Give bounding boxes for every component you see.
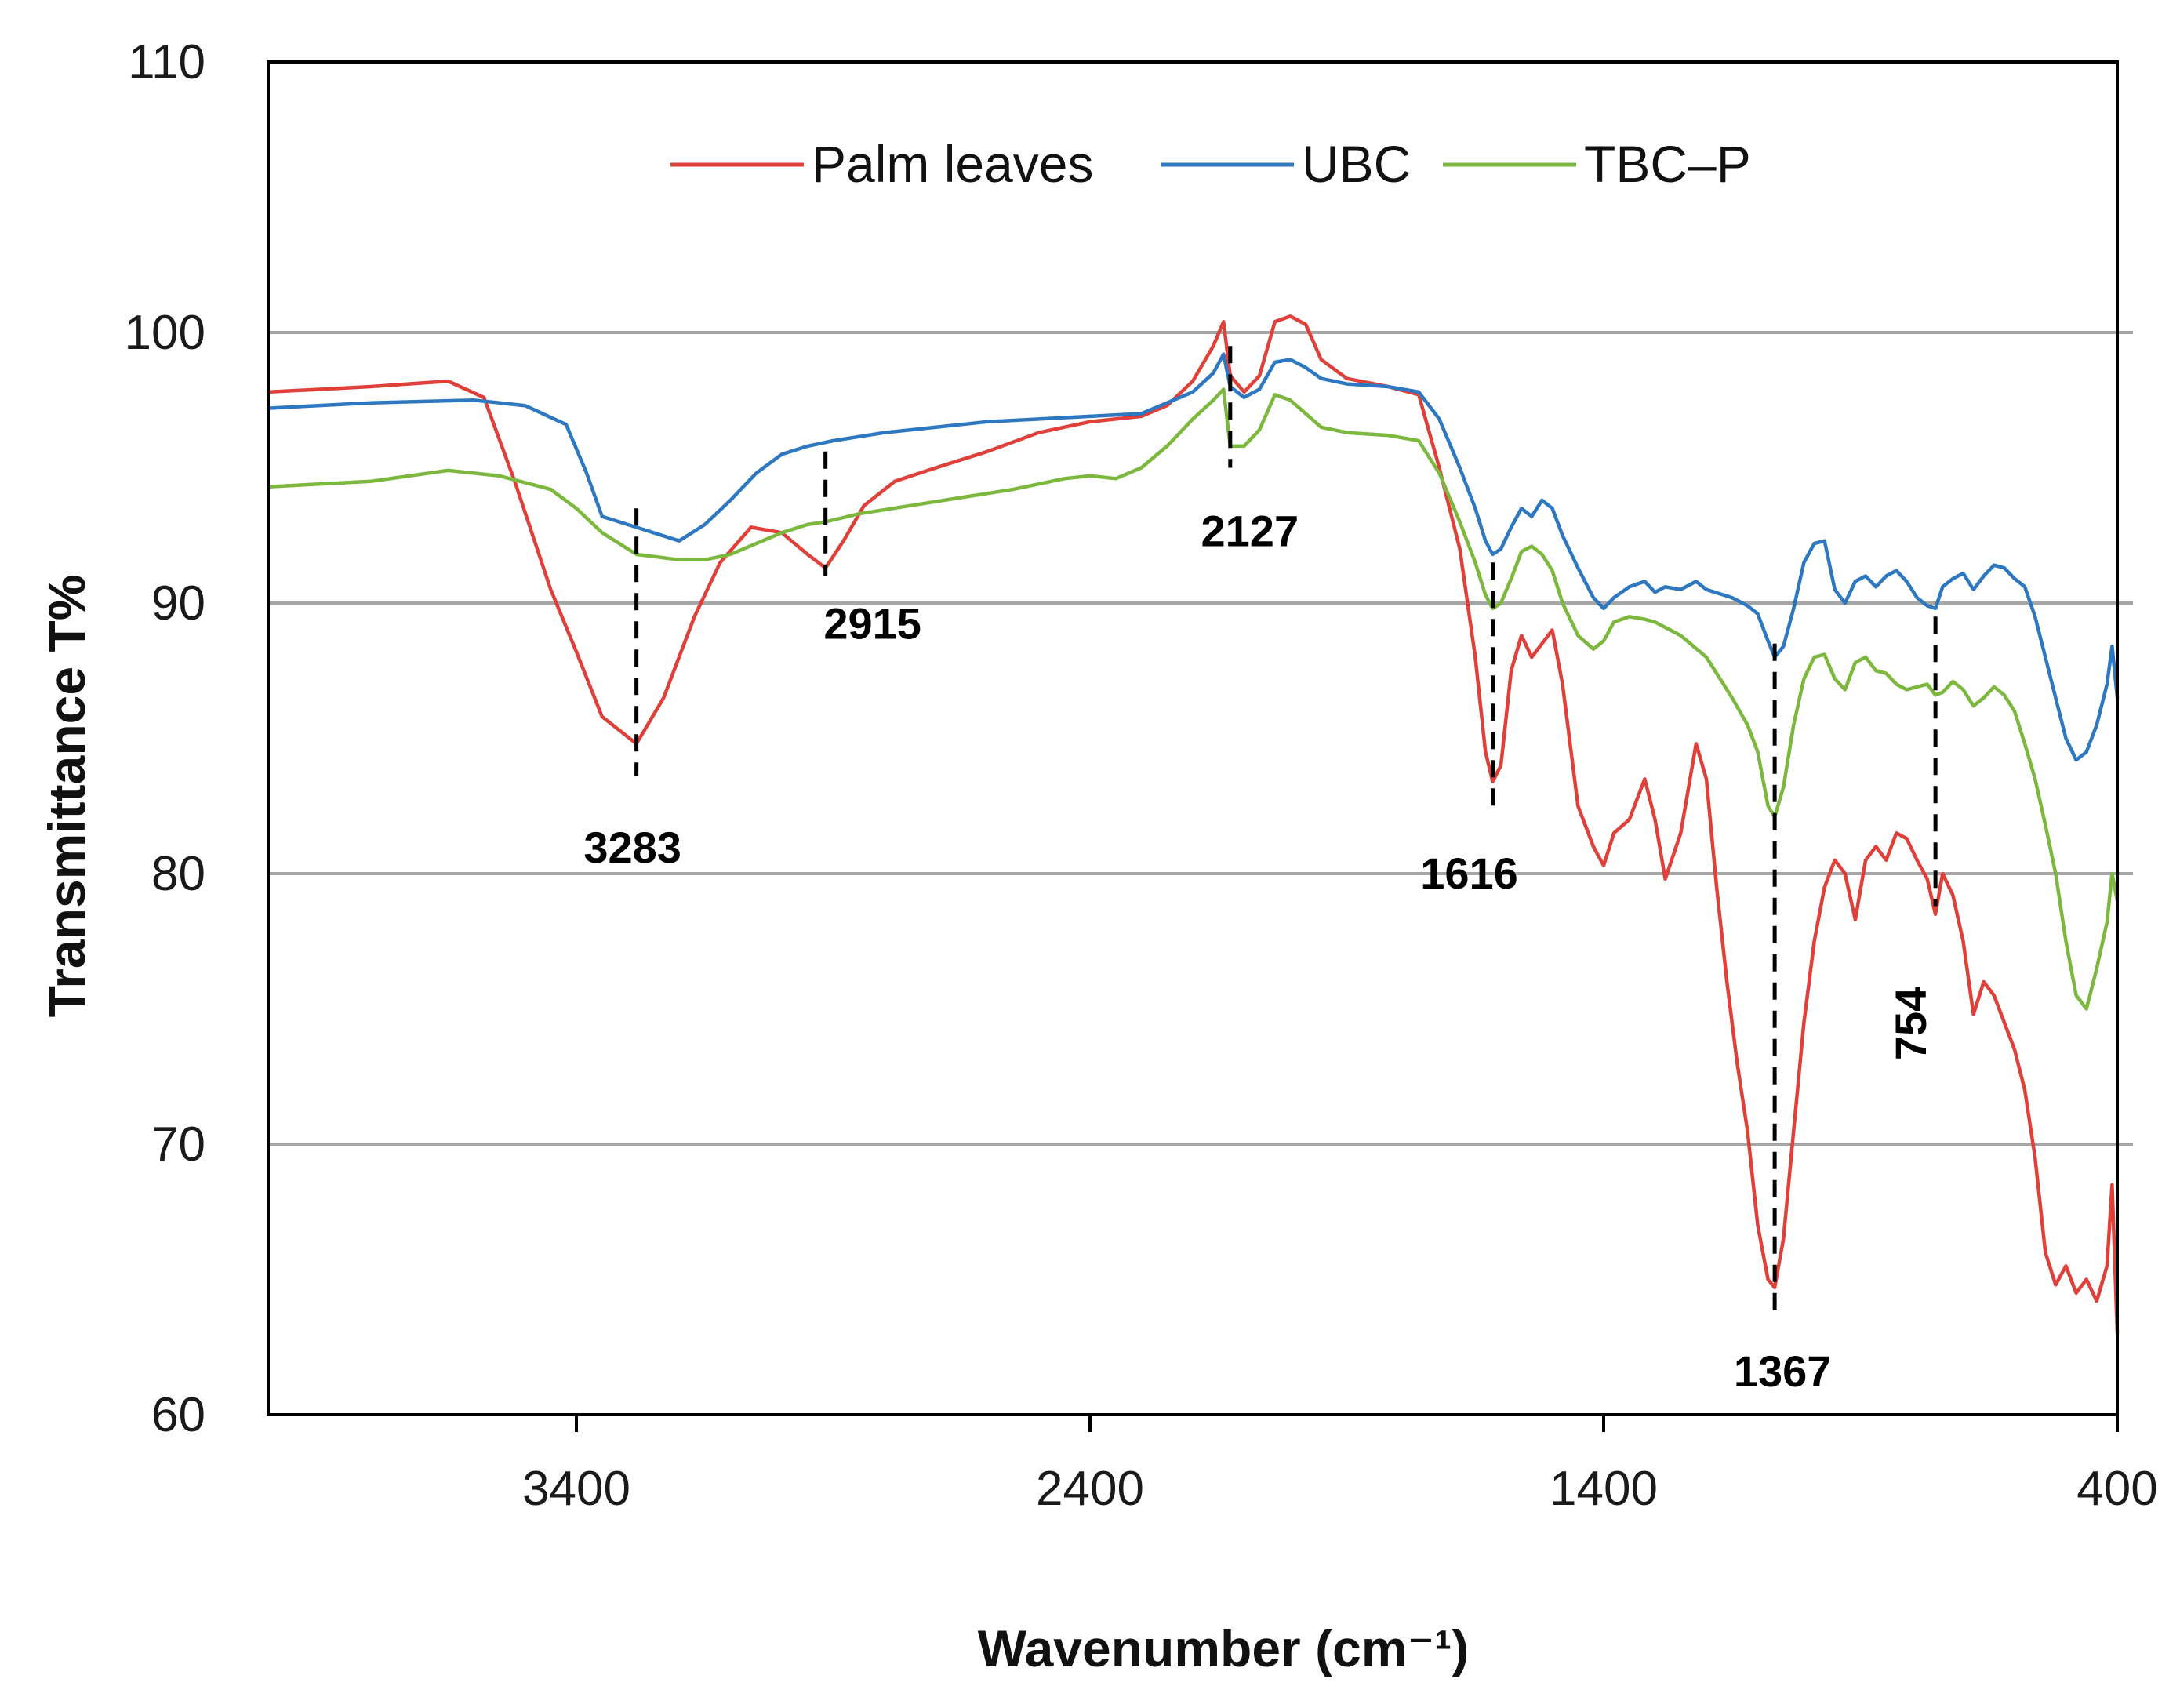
- gridlines: [268, 331, 2133, 1146]
- peak-label-2127: 2127: [1201, 507, 1299, 556]
- peak-label-2915: 2915: [823, 599, 921, 649]
- y-tick-label-110: 110: [128, 35, 205, 89]
- peak-annotations: 3283 2915 2127 1616 1367 754: [583, 346, 1938, 1396]
- legend-label-ubc: UBC: [1302, 135, 1411, 193]
- y-tick-label-60: 60: [151, 1388, 205, 1442]
- y-axis-ticks: 60 70 80 90 100 110: [125, 35, 205, 1442]
- peak-label-1616: 1616: [1420, 849, 1518, 898]
- legend: Palm leaves UBC TBC–P: [670, 135, 1751, 193]
- series-lines: [266, 314, 2120, 1336]
- x-axis-title: Wavenumber (cm⁻¹): [978, 1619, 1469, 1677]
- x-tick-label-1400: 1400: [1550, 1462, 1658, 1516]
- y-tick-label-80: 80: [151, 847, 205, 901]
- y-tick-label-90: 90: [151, 576, 205, 631]
- peak-label-1367: 1367: [1734, 1346, 1832, 1396]
- y-axis-title: Transmittance T%: [38, 575, 96, 1018]
- plot-frame: [267, 60, 2119, 1416]
- peak-label-754: 754: [1886, 987, 1935, 1060]
- legend-label-tbc-p: TBC–P: [1584, 135, 1751, 193]
- y-tick-label-100: 100: [125, 306, 205, 360]
- peak-label-3283: 3283: [583, 823, 681, 872]
- x-tick-label-400: 400: [2076, 1462, 2157, 1516]
- series-line-palm-leaves: [266, 314, 2120, 1336]
- series-line-ubc: [266, 352, 2120, 762]
- y-tick-label-70: 70: [151, 1117, 205, 1172]
- series-line-tbc-p: [266, 387, 2120, 1011]
- x-tick-label-2400: 2400: [1036, 1462, 1144, 1516]
- legend-label-palm-leaves: Palm leaves: [812, 135, 1094, 193]
- x-tick-label-3400: 3400: [522, 1462, 630, 1516]
- x-axis-ticks: 3400 2400 1400 400: [522, 1415, 2158, 1516]
